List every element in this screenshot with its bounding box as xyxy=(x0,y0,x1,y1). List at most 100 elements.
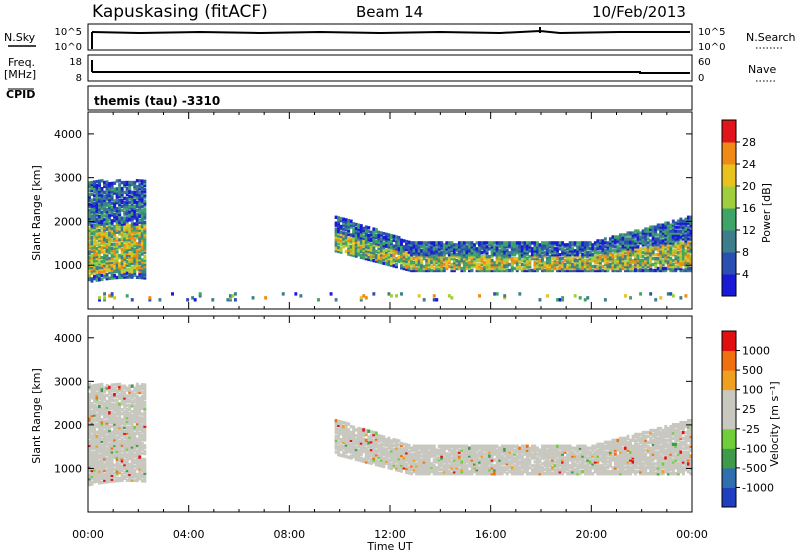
echo-cell xyxy=(100,234,104,238)
echo-cell xyxy=(445,260,449,265)
echo-cell xyxy=(686,260,690,265)
echo-cell xyxy=(143,187,147,191)
echo-cell xyxy=(110,403,114,407)
echo-cell xyxy=(362,252,366,256)
echo-cell xyxy=(108,432,112,437)
echo-cell xyxy=(651,233,655,237)
echo-cell xyxy=(689,237,693,241)
echo-cell xyxy=(450,262,454,267)
echo-cell xyxy=(422,468,426,472)
echo-cell xyxy=(447,249,451,253)
echo-cell xyxy=(571,268,575,273)
echo-cell xyxy=(669,243,673,247)
echo-cell xyxy=(445,262,449,267)
echo-cell xyxy=(359,456,363,461)
echo-cell xyxy=(347,246,351,250)
echo-cell xyxy=(362,226,366,231)
echo-cell xyxy=(634,243,638,247)
echo-cell xyxy=(93,433,96,437)
echo-cell xyxy=(475,251,479,255)
echo-cell xyxy=(402,466,406,470)
echo-cell xyxy=(339,240,343,244)
echo-cell xyxy=(115,275,119,280)
echo-cell xyxy=(105,429,109,433)
echo-cell xyxy=(523,245,527,249)
echo-cell xyxy=(103,452,107,457)
echo-cell xyxy=(108,407,112,411)
echo-cell xyxy=(138,447,142,451)
echo-cell xyxy=(128,478,132,482)
echo-cell xyxy=(347,428,351,432)
echo-cell xyxy=(105,194,109,198)
echo-cell xyxy=(417,262,421,267)
echo-cell xyxy=(100,202,104,207)
echo-cell xyxy=(488,254,492,259)
echo-cell xyxy=(95,193,99,198)
echo-cell xyxy=(100,200,104,205)
echo-cell xyxy=(339,439,343,444)
echo-cell xyxy=(379,458,383,462)
echo-cell xyxy=(334,215,338,219)
echo-cell xyxy=(93,450,96,455)
echo-cell xyxy=(135,236,139,240)
echo-cell xyxy=(440,253,444,257)
echo-cell xyxy=(417,264,421,269)
echo-cell xyxy=(377,439,381,444)
echo-cell xyxy=(576,254,580,259)
echo-cell xyxy=(130,449,134,453)
echo-cell xyxy=(105,474,109,478)
echo-cell xyxy=(649,239,653,243)
echo-cell xyxy=(128,404,132,408)
cpid-label: CPID xyxy=(6,88,35,101)
echo-cell xyxy=(100,277,104,282)
echo-cell xyxy=(357,233,361,237)
echo-cell xyxy=(681,251,685,255)
echo-cell xyxy=(676,239,680,243)
echo-cell xyxy=(515,258,519,263)
echo-cell xyxy=(105,215,109,220)
echo-cell xyxy=(110,459,114,464)
echo-cell xyxy=(666,235,670,239)
echo-cell xyxy=(684,256,688,261)
echo-cell xyxy=(143,471,147,475)
echo-cell xyxy=(140,226,144,231)
echo-cell xyxy=(135,396,139,400)
echo-cell xyxy=(128,253,132,258)
echo-cell xyxy=(392,236,396,241)
echo-cell xyxy=(100,439,104,444)
echo-cell xyxy=(639,237,643,241)
echo-cell xyxy=(140,461,144,465)
echo-cell xyxy=(676,266,680,271)
echo-cell xyxy=(93,417,96,421)
echo-cell xyxy=(143,414,147,419)
echo-cell xyxy=(674,225,678,229)
echo-cell xyxy=(364,458,368,462)
echo-cell xyxy=(133,404,137,408)
echo-cell xyxy=(460,460,464,464)
echo-cell xyxy=(130,255,134,260)
echo-cell xyxy=(130,417,134,422)
echo-cell xyxy=(138,431,142,436)
echo-cell xyxy=(123,180,127,185)
echo-cell xyxy=(108,231,112,235)
echo-cell xyxy=(108,233,112,237)
echo-cell xyxy=(400,244,403,248)
echo-cell xyxy=(143,230,147,235)
echo-cell xyxy=(528,264,532,269)
echo-cell xyxy=(608,247,612,251)
echo-cell xyxy=(344,445,348,449)
echo-cell xyxy=(120,449,124,453)
echo-cell xyxy=(382,245,386,250)
echo-cell xyxy=(115,265,119,270)
echo-cell xyxy=(93,436,96,441)
echo-cell xyxy=(138,384,142,389)
echo-cell xyxy=(334,422,338,427)
echo-cell xyxy=(362,459,366,463)
echo-cell xyxy=(98,195,101,199)
echo-cell xyxy=(649,249,653,253)
echo-cell xyxy=(372,258,376,263)
echo-cell xyxy=(488,268,492,273)
echo-cell xyxy=(583,298,587,302)
echo-cell xyxy=(103,298,107,302)
echo-cell xyxy=(123,204,127,208)
